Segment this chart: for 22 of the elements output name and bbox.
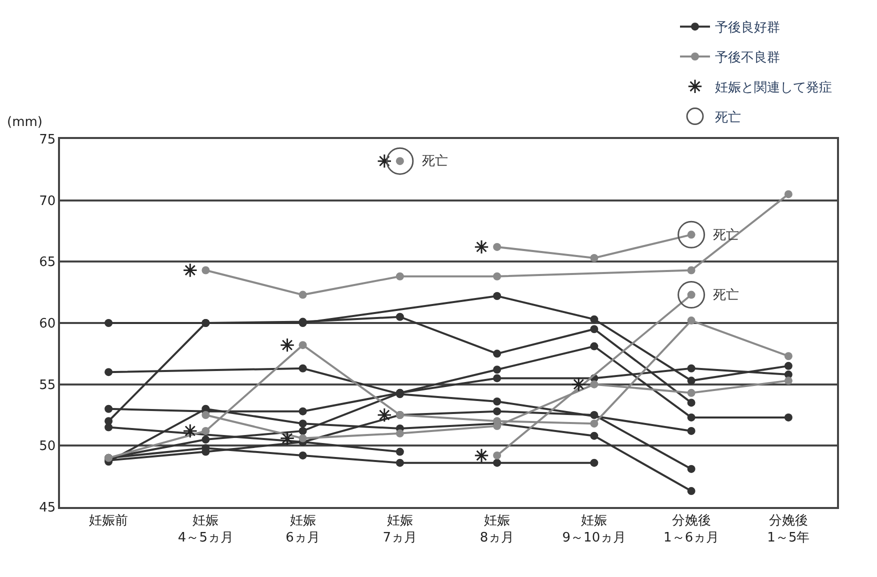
x-tick-label: 妊娠 8ヵ月 (480, 513, 514, 546)
y-tick-label: 65 (39, 255, 56, 270)
y-tick-label: 45 (39, 500, 56, 516)
x-tick-label: 妊娠 6ヵ月 (286, 513, 320, 546)
legend-label: 死亡 (715, 109, 741, 126)
y-tick-label: 70 (39, 194, 56, 209)
y-axis-title: (mm) (7, 115, 42, 130)
y-tick-label: 75 (39, 132, 56, 148)
x-tick-label: 妊娠前 (89, 513, 128, 528)
x-tick-label: 分娩後 1～6ヵ月 (664, 513, 720, 546)
legend-label: 予後不良群 (715, 50, 780, 66)
y-tick-label: 60 (39, 316, 56, 332)
y-tick-label: 55 (39, 378, 56, 393)
y-tick-label: 50 (39, 439, 56, 454)
x-tick-label: 分娩後 1～5年 (767, 513, 810, 546)
x-tick-label: 妊娠 9～10ヵ月 (562, 513, 626, 546)
annotation: 死亡 (713, 287, 739, 303)
x-tick-label: 妊娠 7ヵ月 (382, 513, 418, 546)
annotation: 死亡 (422, 153, 448, 169)
legend-label: 妊娠と関連して発症 (715, 80, 832, 96)
x-tick-label: 妊娠 4～5ヵ月 (178, 513, 234, 546)
legend-label: 予後良好群 (715, 20, 780, 36)
